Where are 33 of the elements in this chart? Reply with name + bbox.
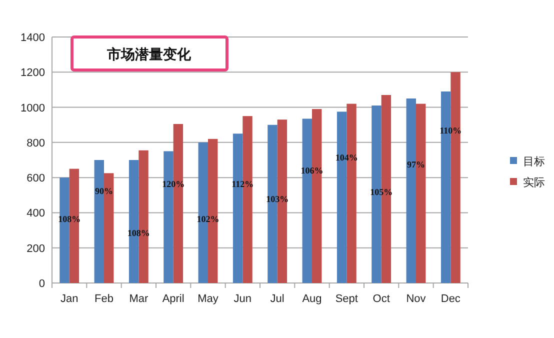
x-tick-label: Nov — [406, 293, 426, 305]
y-tick-label: 1400 — [20, 32, 45, 44]
annotation: 105% — [370, 186, 393, 197]
legend-label: 目标 — [523, 156, 545, 168]
y-tick-label: 1200 — [20, 67, 45, 80]
x-tick-label: Jun — [234, 293, 252, 305]
annotation: 108% — [127, 228, 150, 238]
y-tick-label: 200 — [26, 242, 45, 255]
x-tick-label: Dec — [440, 293, 461, 305]
annotation: 112% — [232, 178, 254, 189]
annotation: 106% — [300, 166, 324, 176]
x-tick-label: Jan — [60, 293, 78, 305]
y-tick-label: 800 — [26, 137, 45, 150]
x-tick-label: Feb — [94, 293, 114, 305]
annotation: 104% — [335, 152, 358, 162]
annotation: 110% — [440, 125, 462, 136]
y-tick-label: 600 — [26, 172, 45, 185]
x-tick-label: Aug — [302, 293, 322, 305]
y-tick-label: 400 — [26, 208, 45, 220]
y-tick-label: 1000 — [20, 102, 45, 114]
x-tick-label: May — [198, 293, 219, 305]
text: 市场潜量变化 — [106, 46, 192, 62]
annotation: 102% — [196, 214, 220, 224]
x-tick-label: Jul — [270, 293, 284, 305]
annotation: 108% — [58, 214, 81, 224]
x-tick-label: Mar — [129, 293, 148, 305]
x-tick-label: April — [162, 293, 184, 305]
y-tick-label: 0 — [38, 278, 45, 290]
annotation: 120% — [162, 178, 185, 189]
x-tick-label: Oct — [372, 293, 390, 305]
legend-label: 实际 — [523, 176, 545, 189]
x-tick-label: Sept — [335, 293, 358, 305]
annotation: 103% — [266, 194, 289, 204]
